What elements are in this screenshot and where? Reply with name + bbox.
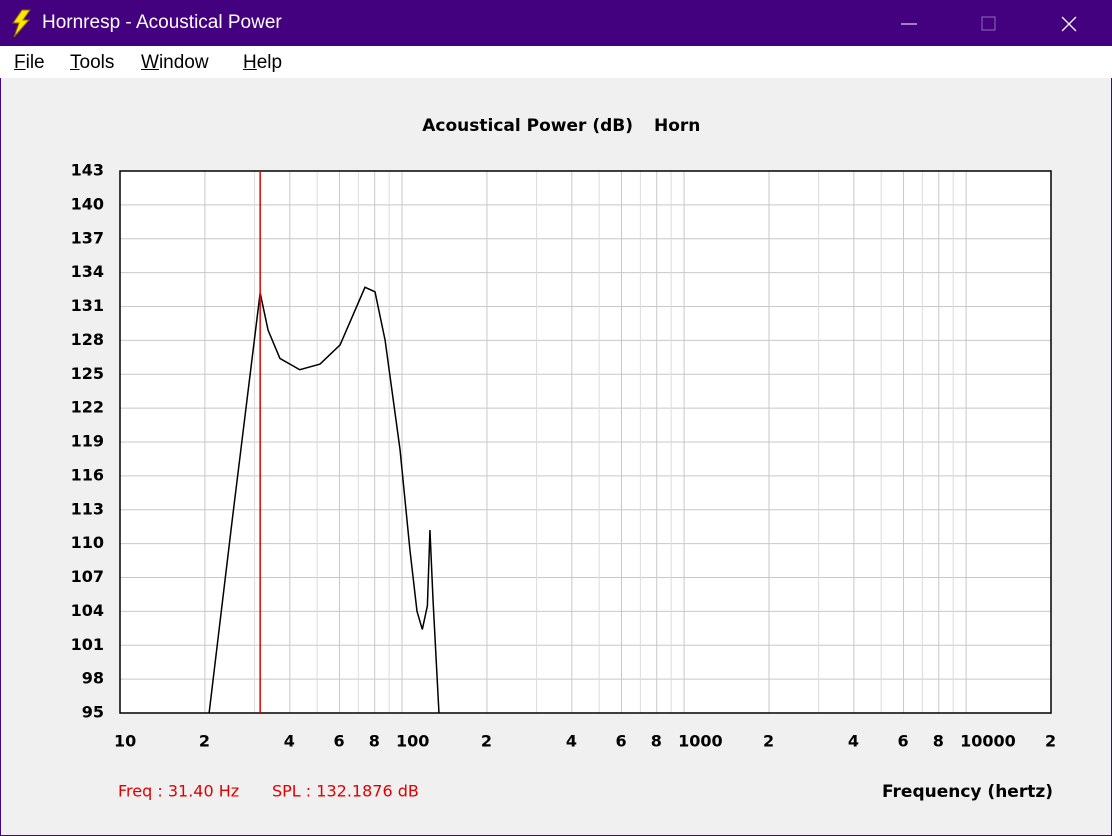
- y-tick-label: 116: [71, 465, 104, 484]
- cursor-spl-readout: SPL : 132.1876 dB: [272, 782, 419, 801]
- y-tick-label: 104: [71, 601, 104, 620]
- y-tick-label: 95: [82, 703, 104, 722]
- y-tick-label: 128: [71, 330, 104, 349]
- chart-title: Acoustical Power (dB): [422, 116, 633, 136]
- y-tick-label: 125: [71, 364, 104, 383]
- x-tick-label: 10000: [960, 732, 1016, 751]
- x-tick-label: 4: [284, 732, 295, 751]
- plot-border: [119, 170, 1052, 714]
- menu-item[interactable]: Help: [243, 52, 283, 73]
- menu-item[interactable]: Window: [141, 52, 209, 73]
- title-bar: Hornresp - Acoustical Power: [0, 0, 1112, 46]
- x-tick-label: 4: [566, 732, 577, 751]
- y-tick-label: 119: [71, 432, 104, 451]
- y-tick-label: 98: [82, 669, 104, 688]
- x-tick-label: 6: [333, 732, 344, 751]
- y-tick-label: 107: [71, 567, 104, 586]
- y-tick-label: 122: [71, 398, 104, 417]
- x-tick-label: 10: [114, 732, 136, 751]
- y-tick-label: 143: [71, 161, 104, 180]
- maximize[interactable]: [981, 16, 996, 31]
- x-tick-label: 8: [651, 732, 662, 751]
- x-tick-label: 6: [898, 732, 909, 751]
- x-tick-label: 2: [763, 732, 774, 751]
- app-icon: [12, 9, 31, 38]
- y-tick-label: 140: [71, 194, 104, 213]
- y-tick-label: 134: [71, 262, 104, 281]
- x-tick-label: 1000: [678, 732, 723, 751]
- close[interactable]: [1061, 16, 1077, 32]
- x-tick-label: 8: [369, 732, 380, 751]
- series-name: Horn: [654, 116, 700, 136]
- x-tick-label: 2: [1045, 732, 1056, 751]
- y-tick-label: 113: [71, 499, 104, 518]
- menu-item[interactable]: File: [14, 52, 45, 73]
- x-axis-label: Frequency (hertz): [882, 782, 1053, 802]
- menu-bar: File Tools Window Help: [0, 46, 1112, 78]
- window-controls[interactable]: [880, 0, 1080, 46]
- x-tick-label: 6: [615, 732, 626, 751]
- y-tick-label: 137: [71, 228, 104, 247]
- y-tick-label: 110: [71, 533, 104, 552]
- x-tick-label: 8: [933, 732, 944, 751]
- cursor-freq-readout: Freq : 31.40 Hz: [118, 782, 239, 801]
- x-tick-label: 2: [199, 732, 210, 751]
- x-tick-label: 100: [396, 732, 429, 751]
- x-tick-label: 4: [848, 732, 859, 751]
- menu-item[interactable]: Tools: [70, 52, 115, 73]
- window-title: Hornresp - Acoustical Power: [42, 12, 282, 33]
- y-tick-label: 101: [71, 635, 104, 654]
- x-tick-label: 2: [481, 732, 492, 751]
- series-line: [208, 286, 440, 713]
- y-tick-label: 131: [71, 296, 104, 315]
